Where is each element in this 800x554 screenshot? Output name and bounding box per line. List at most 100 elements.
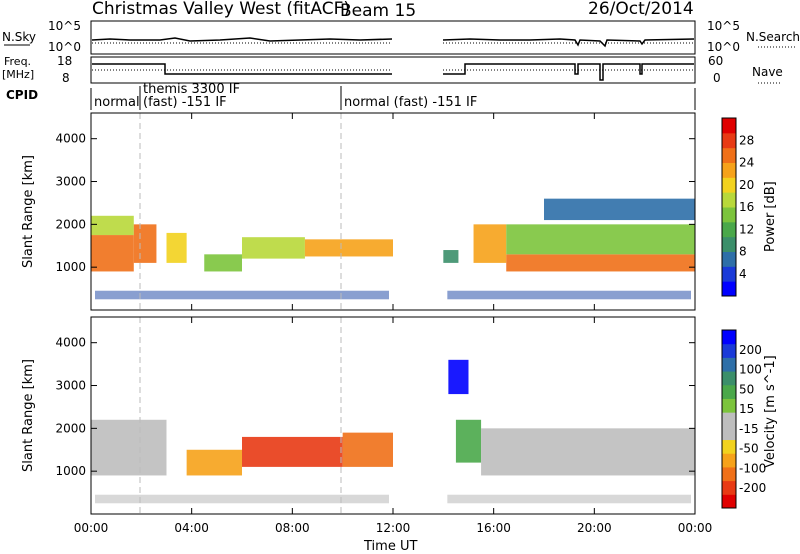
- freq-tick-bottom: 8: [62, 71, 70, 85]
- power-colorbar: 28 24 20 16 12 8 4: [721, 117, 754, 297]
- velocity-colorbar-tick-5: -50: [739, 442, 759, 456]
- freq-trace: [92, 63, 392, 75]
- nsearch-tick-bottom: 10^0: [707, 40, 740, 54]
- power-band-1: [91, 215, 134, 236]
- x-tick-label-0: 00:00: [74, 521, 109, 535]
- velocity-band-3: [342, 432, 393, 467]
- power-colorbar-swatch-1: [722, 266, 736, 282]
- nsky-tick-top: 10^5: [48, 19, 81, 33]
- x-tick-label-3: 12:00: [376, 521, 411, 535]
- power-band-8: [473, 224, 507, 263]
- power-band-7: [443, 250, 459, 263]
- date-title: 26/Oct/2014: [588, 0, 694, 19]
- power-colorbar-swatch-9: [722, 147, 736, 163]
- power-band-9: [506, 254, 695, 272]
- velocity-y-tick-label-0: 1000: [55, 464, 86, 478]
- x-tick-label-4: 16:00: [476, 521, 511, 535]
- site-title: Christmas Valley West (fitACF): [92, 0, 350, 19]
- power-near-range-strip-left: [95, 290, 389, 300]
- velocity-colorbar-swatch-8: [722, 384, 736, 399]
- velocity-colorbar-swatch-10: [722, 357, 736, 372]
- power-band-10: [506, 224, 695, 255]
- power-colorbar-tick-5: 8: [739, 245, 747, 259]
- cpid-seg-0: normal: [94, 95, 140, 110]
- velocity-colorbar-label: Velocity [m s^-1]: [763, 355, 778, 468]
- freq-trace-right: [443, 63, 694, 81]
- velocity-marks: [91, 359, 695, 504]
- power-colorbar-tick-2: 20: [739, 178, 754, 192]
- power-colorbar-swatch-8: [722, 162, 736, 178]
- freq-label: Freq.: [4, 55, 31, 68]
- power-colorbar-label: Power [dB]: [763, 181, 778, 252]
- power-panel: [90, 112, 696, 311]
- power-band-11: [544, 198, 695, 221]
- velocity-colorbar-swatch-0: [722, 494, 736, 509]
- beam-title: Beam 15: [340, 1, 416, 21]
- power-near-range-strip-right: [447, 290, 691, 300]
- cpid-label: CPID: [6, 88, 38, 102]
- power-marks: [91, 198, 695, 300]
- velocity-colorbar-tick-4: -15: [739, 422, 759, 436]
- nave-tick-bottom: 0: [713, 71, 721, 85]
- power-colorbar-tick-6: 4: [739, 267, 747, 281]
- velocity-y-tick-label-2: 3000: [55, 379, 86, 393]
- cpid-seg-2: (fast) -151 IF: [143, 95, 227, 110]
- power-band-4: [204, 254, 242, 272]
- power-ylabel: Slant Range [km]: [21, 155, 36, 268]
- power-band-6: [304, 239, 393, 257]
- power-y-tick-label-3: 4000: [55, 132, 86, 146]
- cpid-seg-1: themis 3300 IF: [143, 82, 240, 97]
- nsky-panel: [90, 20, 696, 55]
- nsky-tick-bottom: 10^0: [48, 40, 81, 54]
- power-colorbar-swatch-10: [722, 132, 736, 149]
- velocity-panel: [90, 316, 696, 515]
- velocity-colorbar-tick-0: 200: [739, 343, 762, 357]
- power-colorbar-tick-1: 24: [739, 156, 754, 170]
- velocity-colorbar-swatch-4: [722, 439, 736, 454]
- velocity-colorbar-swatch-7: [722, 398, 736, 413]
- x-tick-label-1: 04:00: [174, 521, 209, 535]
- velocity-colorbar: 200 100 50 15 -15 -50 -100 -200: [721, 329, 766, 509]
- power-y-tick-label-0: 1000: [55, 260, 86, 274]
- velocity-colorbar-tick-1: 100: [739, 363, 762, 377]
- velocity-colorbar-swatch-5: [722, 425, 736, 441]
- power-band-2: [133, 224, 157, 263]
- velocity-colorbar-swatch-3: [722, 453, 736, 468]
- velocity-y-tick-label-3: 4000: [55, 336, 86, 350]
- power-colorbar-tick-0: 28: [739, 133, 754, 147]
- velocity-colorbar-swatch-12: [722, 330, 736, 345]
- x-tick-label-5: 20:00: [577, 521, 612, 535]
- power-colorbar-swatch-0: [722, 281, 736, 297]
- velocity-colorbar-swatch-9: [722, 371, 736, 386]
- power-colorbar-tick-4: 12: [739, 222, 754, 236]
- velocity-colorbar-swatch-11: [722, 343, 736, 358]
- velocity-band-1: [186, 449, 242, 476]
- nsky-label: N.Sky: [2, 30, 36, 44]
- nsearch-tick-top: 10^5: [707, 19, 740, 33]
- power-band-3: [166, 232, 187, 263]
- velocity-colorbar-swatch-1: [722, 480, 736, 495]
- power-band-5: [242, 237, 305, 259]
- power-colorbar-tick-3: 16: [739, 200, 754, 214]
- power-colorbar-swatch-4: [722, 221, 736, 238]
- velocity-band-4: [455, 419, 482, 463]
- power-colorbar-swatch-11: [722, 118, 736, 134]
- axis-ticks: 00:00 04:00 08:00 12:00 16:00 20:00 00:00 1000 2…: [55, 113, 712, 535]
- power-colorbar-swatch-5: [722, 207, 736, 223]
- velocity-colorbar-tick-3: 15: [739, 402, 754, 416]
- power-colorbar-swatch-7: [722, 177, 736, 193]
- freq-unit: [MHz]: [2, 68, 34, 81]
- power-y-tick-label-1: 2000: [55, 217, 86, 231]
- velocity-band-5: [481, 428, 695, 476]
- freq-panel: [90, 56, 696, 84]
- velocity-colorbar-tick-2: 50: [739, 382, 754, 396]
- power-colorbar-swatch-6: [722, 192, 736, 208]
- nave-tick-top: 60: [708, 54, 723, 68]
- velocity-y-tick-label-1: 2000: [55, 421, 86, 435]
- x-axis-title: Time UT: [363, 539, 417, 554]
- velocity-near-range-strip-left: [95, 494, 389, 504]
- nsearch-label: N.Search: [746, 30, 800, 44]
- velocity-colorbar-swatch-2: [722, 466, 736, 482]
- velocity-colorbar-tick-6: -100: [739, 461, 766, 475]
